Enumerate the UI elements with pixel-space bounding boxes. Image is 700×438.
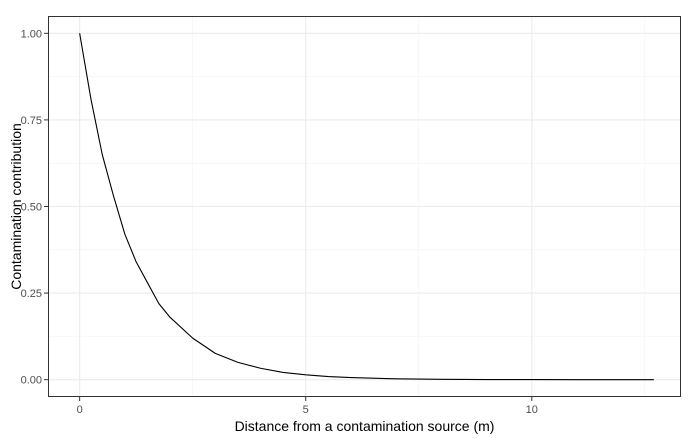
y-tick-label: 1.00 — [21, 28, 42, 40]
x-tick-label: 10 — [526, 404, 538, 416]
plot-border — [48, 16, 681, 397]
y-axis-title: Contamination contribution — [8, 123, 24, 290]
x-axis-title: Distance from a contamination source (m) — [235, 418, 495, 434]
y-tick-label: 0.50 — [21, 202, 42, 214]
x-tick-label: 5 — [303, 404, 309, 416]
y-tick-label: 0.75 — [21, 115, 42, 127]
x-tick-label: 0 — [77, 404, 83, 416]
y-axis-ticks: 0.00 0.25 0.50 0.75 1.00 — [21, 28, 48, 387]
series-layer — [79, 33, 654, 381]
y-tick-label: 0.00 — [21, 375, 42, 387]
series-line — [79, 33, 654, 381]
x-axis-ticks: 0 5 10 — [77, 397, 538, 416]
y-tick-label: 0.25 — [21, 288, 42, 300]
